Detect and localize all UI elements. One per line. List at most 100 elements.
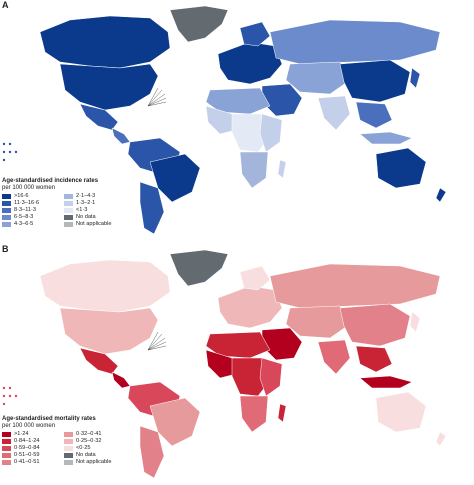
legend-swatch (2, 208, 11, 213)
legend-mortality: Age-standardised mortality rates per 100… (2, 416, 124, 466)
legend-swatch (64, 439, 73, 444)
legend-swatch (64, 208, 73, 213)
region-europe (217, 41, 283, 85)
legend-label: <0·25 (76, 445, 91, 451)
legend-label: 0·84–1·24 (14, 438, 40, 444)
legend-item: 0·32–0·41 (64, 431, 124, 438)
region-southeast-asia (355, 101, 393, 129)
region-china (339, 59, 411, 103)
region-new-zealand (435, 187, 447, 203)
legend-swatch (2, 222, 11, 227)
legend-swatch (64, 222, 73, 227)
legend-label: >16·6 (14, 193, 29, 199)
legend-swatch (64, 201, 73, 206)
legend-swatch (2, 194, 11, 199)
region-indonesia (359, 131, 413, 145)
legend-label: No data (76, 214, 96, 220)
region-canada (39, 15, 171, 69)
legend-incidence: Age-standardised incidence rates per 100… (2, 178, 124, 228)
world-map-incidence (2, 5, 447, 235)
legend-item: <0·25 (64, 445, 124, 452)
region-russia (269, 263, 441, 309)
region-india (317, 339, 351, 375)
region-europe (217, 285, 283, 329)
legend-item: <1·3 (64, 207, 124, 214)
region-india (317, 95, 351, 131)
region-central-america (111, 371, 131, 389)
legend-label: 11·3–16·6 (14, 200, 40, 206)
region-new-zealand (435, 431, 447, 447)
region-australia (375, 391, 427, 433)
legend-grid: >16·6 2·1–4·3 11·3–16·6 1·3–2·1 8·3–11·3 <1·3… (2, 193, 124, 228)
panel-letter: B (2, 244, 9, 254)
island-dots (2, 142, 18, 162)
legend-item: 4·3–6·5 (2, 221, 60, 228)
region-west-africa (205, 105, 237, 135)
region-australia (375, 147, 427, 189)
panel-letter: A (2, 0, 9, 10)
legend-label: 0·41–0·51 (14, 459, 40, 465)
legend-item: 0·25–0·32 (64, 438, 124, 445)
legend-swatch (64, 215, 73, 220)
legend-swatch (64, 460, 73, 465)
caribbean-callout (147, 331, 167, 351)
legend-item: 6·5–8·3 (2, 214, 60, 221)
region-scandinavia (239, 265, 271, 291)
legend-swatch (64, 432, 73, 437)
region-greenland (169, 249, 229, 287)
legend-item: 0·59–0·84 (2, 445, 60, 452)
legend-swatch (2, 439, 11, 444)
legend-swatch (64, 453, 73, 458)
legend-item: 0·41–0·51 (2, 459, 60, 466)
legend-label: Not applicable (76, 459, 112, 465)
region-mexico (79, 103, 119, 131)
legend-grid: >1·24 0·32–0·41 0·84–1·24 0·25–0·32 0·59–0·8… (2, 431, 124, 466)
legend-item: Not applicable (64, 459, 124, 466)
region-indonesia (359, 375, 413, 389)
island-dots (2, 386, 18, 406)
legend-item: 11·3–16·6 (2, 200, 60, 207)
caribbean-callout (147, 87, 167, 107)
panel-incidence: A (0, 0, 474, 242)
region-usa (59, 63, 159, 111)
legend-swatch (2, 460, 11, 465)
legend-label: 1·3–2·1 (76, 200, 96, 206)
region-madagascar (277, 159, 287, 179)
region-russia (269, 19, 441, 65)
legend-swatch (2, 446, 11, 451)
legend-label: 2·1–4·3 (76, 193, 96, 199)
region-south-america-south (139, 425, 165, 479)
legend-item: 8·3–11·3 (2, 207, 60, 214)
region-east-africa (259, 357, 283, 397)
region-madagascar (277, 403, 287, 423)
legend-label: 0·59–0·84 (14, 445, 40, 451)
region-scandinavia (239, 21, 271, 47)
region-canada (39, 259, 171, 313)
legend-title: Age-standardised mortality rates (2, 416, 96, 422)
world-map-mortality (2, 249, 447, 479)
region-south-america-south (139, 181, 165, 235)
legend-item: >1·24 (2, 431, 60, 438)
legend-label: 0·25–0·32 (76, 438, 102, 444)
legend-swatch (64, 446, 73, 451)
legend-label: 0·32–0·41 (76, 431, 102, 437)
legend-item: No data (64, 214, 124, 221)
legend-item: 0·51–0·59 (2, 452, 60, 459)
region-china (339, 303, 411, 347)
legend-label: >1·24 (14, 431, 29, 437)
region-southern-africa (239, 395, 269, 433)
region-west-africa (205, 349, 237, 379)
legend-subtitle: per 100 000 women (2, 423, 56, 429)
legend-label: No data (76, 452, 96, 458)
region-central-asia (285, 61, 351, 95)
legend-swatch (64, 194, 73, 199)
region-mexico (79, 347, 119, 375)
legend-item: 2·1–4·3 (64, 193, 124, 200)
legend-swatch (2, 215, 11, 220)
region-usa (59, 307, 159, 355)
legend-label: 6·5–8·3 (14, 214, 34, 220)
region-japan (409, 67, 421, 89)
region-east-africa (259, 113, 283, 153)
legend-label: Not applicable (76, 221, 112, 227)
legend-label: <1·3 (76, 207, 88, 213)
